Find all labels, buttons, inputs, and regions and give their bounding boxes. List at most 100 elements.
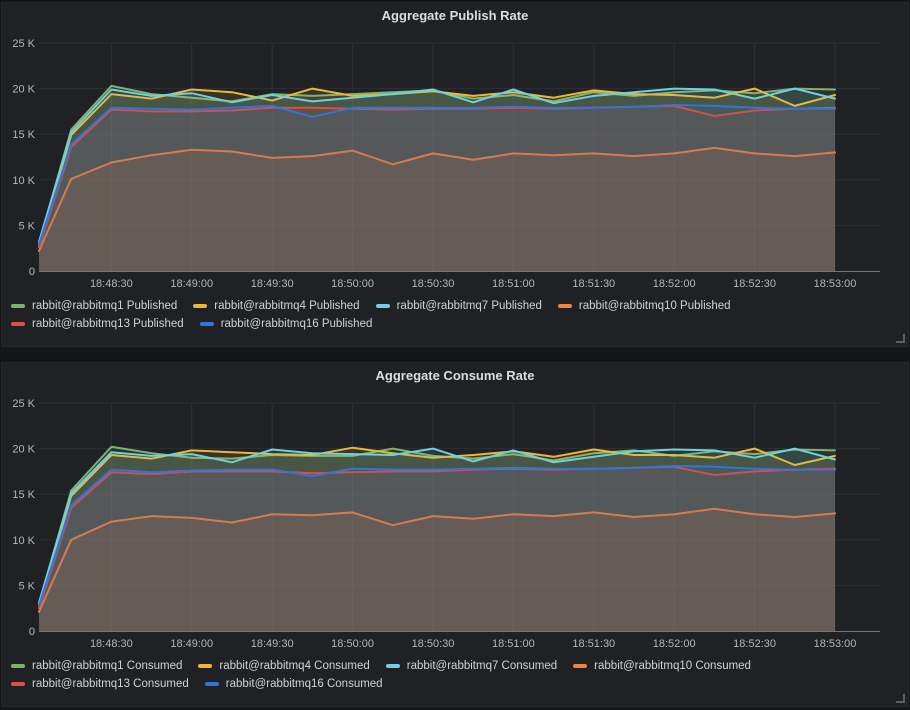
x-axis-tick-label: 18:48:30 [90,638,133,650]
x-axis-tick-label: 18:52:30 [733,638,776,650]
x-axis-tick-label: 18:50:30 [412,638,455,650]
legend-series-color-icon [193,304,208,308]
legend-series-color-icon [11,322,25,326]
x-axis-tick-label: 18:49:30 [251,278,294,290]
series-area [39,448,835,631]
consume-rate-chart[interactable]: 0 5 K 10 K 15 K 20 K 25 K 18:48:30 18:49:00 18:4… [2,389,908,655]
y-axis-tick-label: 5 K [18,220,35,232]
x-axis-tick-label: 18:53:00 [814,638,857,650]
x-axis-tick-label: 18:51:00 [492,638,535,650]
y-axis-tick-label: 20 K [12,84,35,96]
y-axis-tick-label: 15 K [12,129,35,141]
x-axis-tick-label: 18:52:30 [733,278,776,290]
series-area [39,105,835,272]
panel-resize-handle-icon[interactable] [896,334,905,343]
panel-aggregate-publish-rate: Aggregate Publish Rate 0 5 K 10 K 15 K 20 K 2… [1,2,909,347]
legend-item[interactable]: rabbit@rabbitmq13 Published [11,318,184,330]
consume-legend: rabbit@rabbitmq1 Consumed rabbit@rabbitmq… [2,655,908,690]
legend-series-label: rabbit@rabbitmq10 Consumed [594,660,751,672]
publish-rate-plot[interactable]: 0 5 K 10 K 15 K 20 K 25 K 18:48:30 18:49:00 18:4… [2,29,892,295]
x-axis-tick-label: 18:48:30 [90,278,133,290]
y-axis-tick-label: 5 K [18,580,35,592]
series-area [39,466,835,631]
legend-series-label: rabbit@rabbitmq16 Consumed [225,678,383,690]
x-axis-tick-label: 18:49:00 [170,638,213,650]
legend-item[interactable]: rabbit@rabbitmq1 Published [11,300,177,312]
legend-series-color-icon [375,304,390,308]
legend-item[interactable]: rabbit@rabbitmq7 Consumed [385,660,558,672]
series-area [39,147,835,271]
legend-series-color-icon [204,682,219,686]
series-area [39,85,835,272]
legend-series-label: rabbit@rabbitmq4 Published [214,300,360,312]
x-axis-tick-label: 18:49:00 [170,278,213,290]
legend-series-label: rabbit@rabbitmq10 Published [578,300,731,312]
legend-series-label: rabbit@rabbitmq13 Published [32,318,184,330]
series-area [39,88,835,271]
y-axis-tick-label: 10 K [12,175,35,187]
legend-item[interactable]: rabbit@rabbitmq4 Published [193,300,360,312]
x-axis-tick-label: 18:52:00 [653,278,696,290]
legend-series-label: rabbit@rabbitmq1 Consumed [32,660,183,672]
x-axis-tick-label: 18:50:00 [331,638,374,650]
legend-series-color-icon [198,664,213,668]
y-axis-tick-label: 0 [29,626,35,638]
legend-series-label: rabbit@rabbitmq7 Consumed [406,660,558,672]
legend-item[interactable]: rabbit@rabbitmq7 Published [375,300,542,312]
legend-series-color-icon [199,322,214,326]
x-axis-tick-label: 18:51:30 [572,638,615,650]
series-line [38,465,836,610]
y-axis-tick-label: 25 K [12,38,35,50]
y-axis-tick-label: 10 K [12,535,35,547]
x-axis-tick-label: 18:51:30 [572,278,615,290]
legend-series-label: rabbit@rabbitmq4 Consumed [219,660,370,672]
series-line [38,464,836,607]
x-axis-tick-label: 18:49:30 [251,638,294,650]
legend-series-label: rabbit@rabbitmq13 Consumed [32,678,189,690]
y-axis-tick-label: 20 K [12,444,35,456]
series-area [39,88,835,271]
series-line [38,87,836,243]
legend-series-label: rabbit@rabbitmq7 Published [396,300,542,312]
legend-series-label: rabbit@rabbitmq16 Published [220,318,373,330]
series-area [39,446,835,631]
series-line [38,104,836,246]
publish-rate-chart[interactable]: 0 5 K 10 K 15 K 20 K 25 K 18:48:30 18:49:00 18:4… [2,29,908,295]
legend-series-label: rabbit@rabbitmq1 Published [32,300,178,312]
publish-legend: rabbit@rabbitmq1 Published rabbit@rabbitm… [2,295,908,330]
legend-item[interactable]: rabbit@rabbitmq13 Consumed [11,678,189,690]
panel-title-publish[interactable]: Aggregate Publish Rate [381,8,529,23]
series-line [38,447,836,604]
x-axis-tick-label: 18:53:00 [814,278,857,290]
legend-series-color-icon [11,304,25,308]
y-axis-tick-label: 0 [29,266,35,278]
series-area [39,447,835,631]
legend-item[interactable]: rabbit@rabbitmq1 Consumed [11,660,182,672]
x-axis-tick-label: 18:50:30 [412,278,455,290]
legend-item[interactable]: rabbit@rabbitmq10 Consumed [573,660,751,672]
panel-resize-handle-icon[interactable] [896,694,905,703]
panel-aggregate-consume-rate: Aggregate Consume Rate 0 5 K 10 K 15 K 20 K 2… [1,362,909,707]
legend-item[interactable]: rabbit@rabbitmq10 Published [557,300,731,312]
legend-item[interactable]: rabbit@rabbitmq16 Consumed [204,678,383,690]
legend-series-color-icon [557,304,572,308]
x-axis-tick-label: 18:52:00 [653,638,696,650]
series-area [39,508,835,631]
legend-series-color-icon [11,664,25,668]
series-area [39,465,835,631]
legend-item[interactable]: rabbit@rabbitmq16 Published [199,318,373,330]
series-area [39,105,835,271]
consume-rate-plot[interactable]: 0 5 K 10 K 15 K 20 K 25 K 18:48:30 18:49:00 18:4… [2,389,892,655]
series-line [38,507,836,613]
legend-series-color-icon [385,664,400,668]
legend-series-color-icon [573,664,588,668]
legend-series-color-icon [11,682,25,686]
legend-item[interactable]: rabbit@rabbitmq4 Consumed [198,660,370,672]
series-line [38,146,836,252]
y-axis-tick-label: 15 K [12,489,35,501]
x-axis-tick-label: 18:50:00 [331,278,374,290]
y-axis-tick-label: 25 K [12,398,35,410]
panel-title-consume[interactable]: Aggregate Consume Rate [375,368,535,383]
x-axis-tick-label: 18:51:00 [492,278,535,290]
